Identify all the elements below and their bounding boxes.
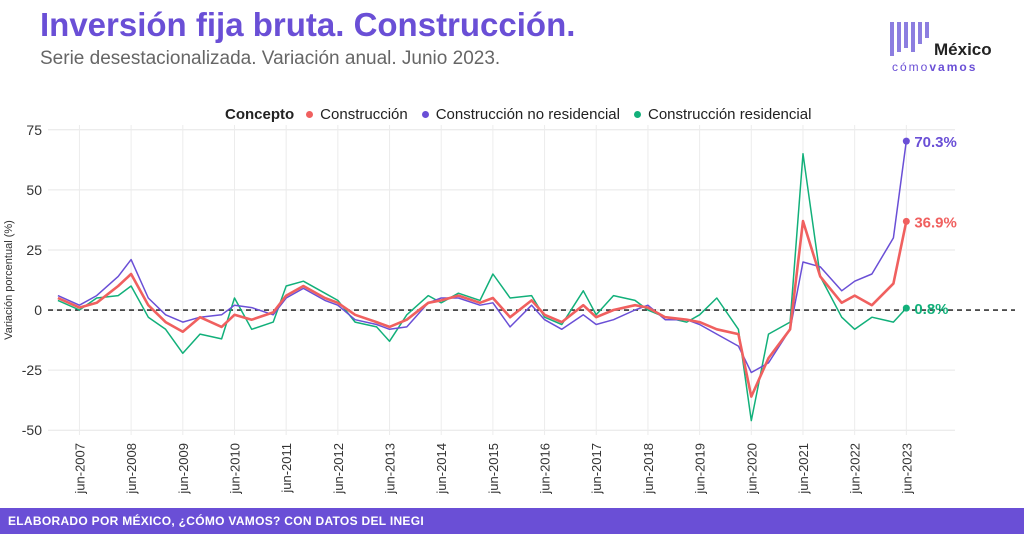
logo: México cómovamos [888, 20, 1008, 76]
x-tick-label: jun-2021 [796, 443, 811, 495]
line-chart: -50 -25 0 25 50 75 jun-2007 jun-2008 jun-2009 jun… [3, 122, 1015, 495]
legend-item-no-residencial: Construcción no residencial [421, 106, 620, 123]
x-tick-label: jun-2012 [331, 443, 346, 495]
x-tick-label: jun-2011 [279, 443, 294, 494]
y-tick-label: 25 [26, 242, 42, 258]
x-tick-label: jun-2010 [227, 443, 242, 495]
y-tick-label: 0 [34, 302, 42, 318]
x-tick-label: jun-2013 [383, 443, 398, 495]
x-tick-label: jun-2022 [848, 443, 863, 495]
series-end-point [902, 137, 910, 145]
x-tick-label: jun-2007 [72, 443, 87, 495]
x-tick-label: jun-2014 [434, 443, 449, 495]
logo-main-text: México [934, 40, 992, 59]
chart-title: Inversión fija bruta. Construcción. [40, 6, 576, 43]
series-end-point [902, 304, 910, 312]
series-end-label: 70.3% [914, 134, 957, 151]
x-tick-label: jun-2019 [693, 443, 708, 495]
series-end-label: 36.9% [914, 214, 957, 231]
x-tick-label: jun-2018 [641, 443, 656, 495]
y-tick-label: 50 [26, 182, 42, 198]
legend-item-residencial: Construcción residencial [633, 106, 811, 123]
y-tick-label: -50 [22, 422, 42, 438]
x-tick-label: jun-2009 [176, 443, 191, 495]
series-line [57, 153, 907, 422]
series-line [57, 219, 908, 398]
y-axis-label: Variación porcentual (%) [3, 220, 15, 340]
series-line [57, 141, 908, 374]
x-tick-label: jun-2017 [589, 443, 604, 495]
y-tick-label: 75 [26, 122, 42, 138]
chart-legend: Concepto Construcción Construcción no re… [225, 106, 825, 123]
logo-bars-icon [890, 22, 946, 56]
footer-source: ELABORADO POR MÉXICO, ¿CÓMO VAMOS? CON D… [0, 508, 1024, 534]
x-tick-label: jun-2020 [744, 443, 759, 495]
chart-subtitle: Serie desestacionalizada. Variación anua… [40, 48, 501, 69]
x-tick-label: jun-2015 [486, 443, 501, 495]
legend-item-construccion: Construcción [306, 106, 408, 123]
logo-sub-text: cómovamos [892, 60, 978, 74]
legend-title: Concepto [225, 106, 295, 123]
series-end-label: 0.8% [914, 301, 948, 318]
series-end-point [902, 217, 910, 225]
y-tick-label: -25 [22, 362, 42, 378]
x-tick-label: jun-2023 [899, 443, 914, 495]
x-tick-label: jun-2008 [124, 443, 139, 495]
x-tick-label: jun-2016 [538, 443, 553, 495]
